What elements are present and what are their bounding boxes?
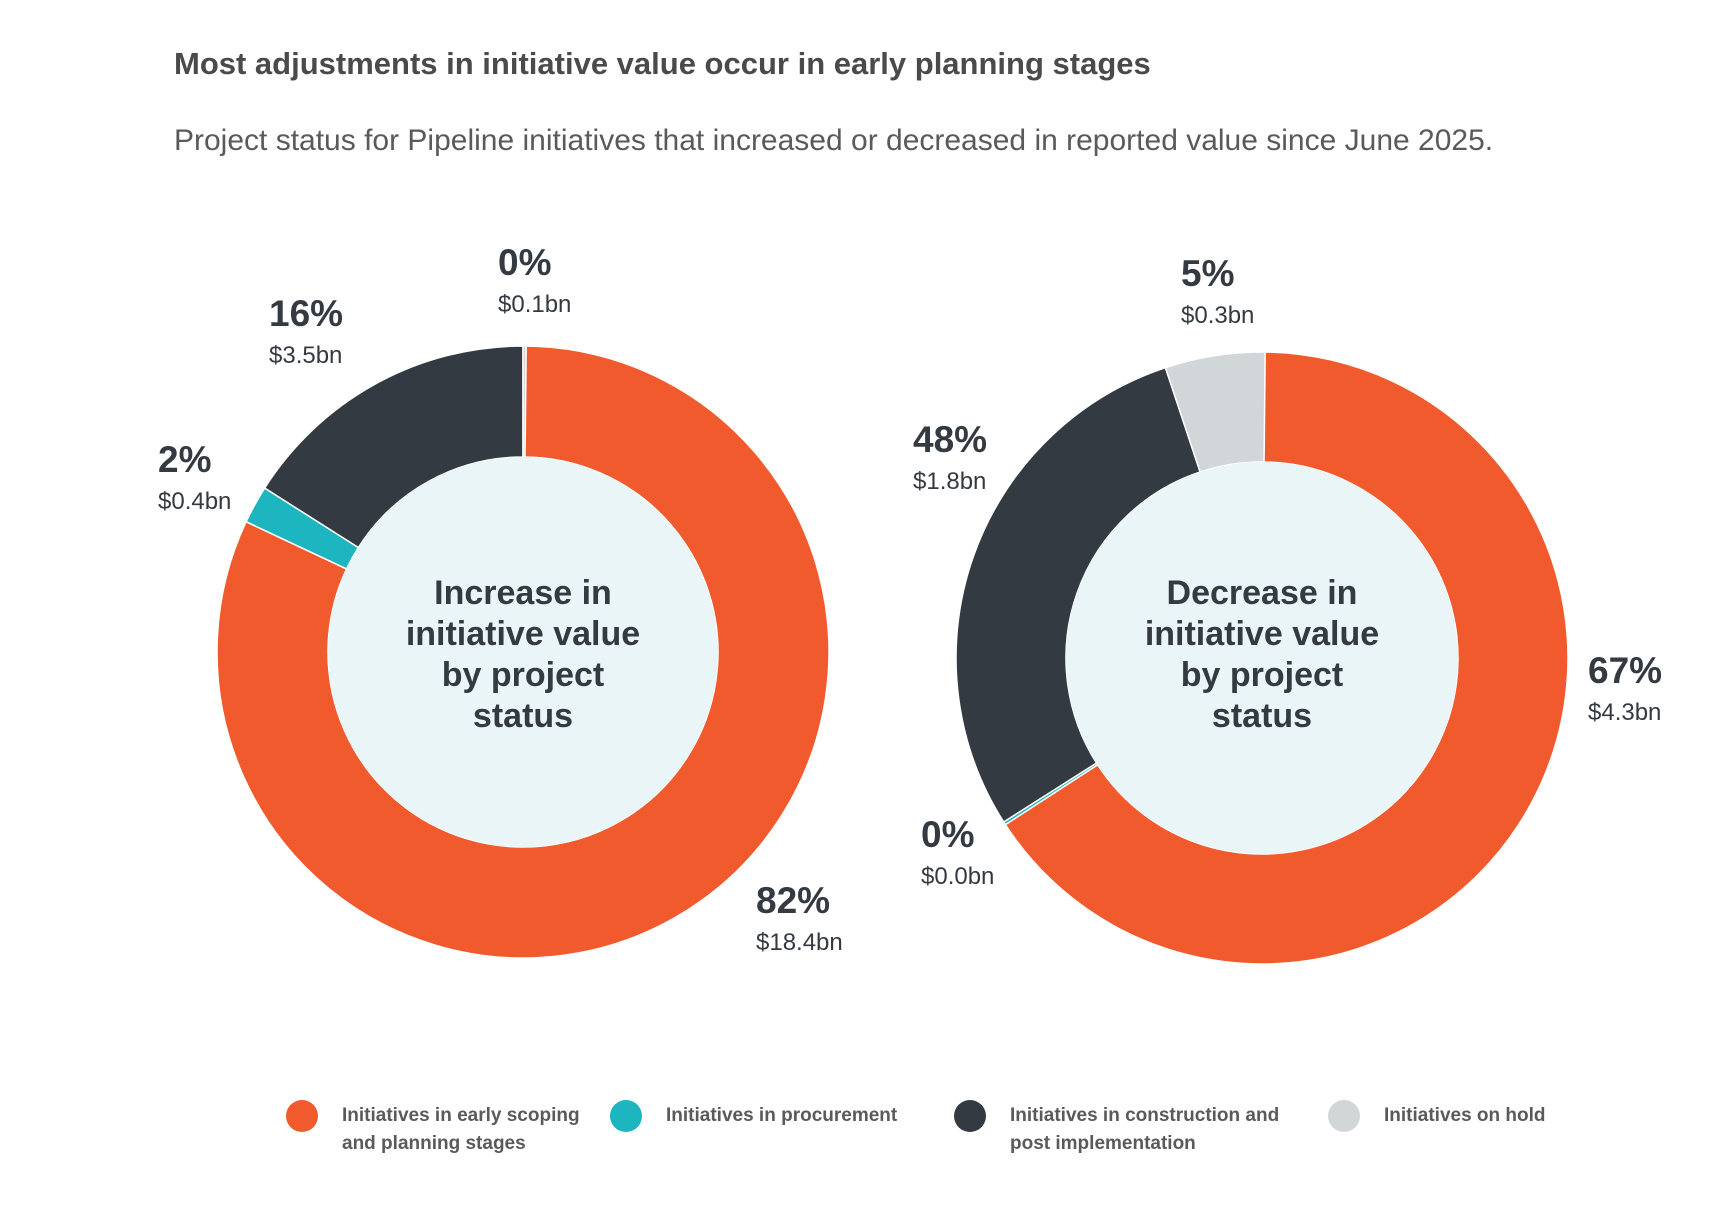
increase-center-circle	[328, 457, 718, 847]
decrease-center-label-line-1: Decrease in	[1167, 574, 1358, 612]
legend-item-on-hold: Initiatives on hold	[1328, 1100, 1584, 1132]
chart-title: Most adjustments in initiative value occ…	[174, 46, 1151, 81]
increase-value-label-early-scoping: $18.4bn	[756, 929, 843, 956]
decrease-value-label-construction: $1.8bn	[913, 468, 986, 495]
increase-percent-label-early-scoping: 82%	[756, 880, 830, 921]
legend-label-procurement: Initiatives in procurement	[666, 1105, 898, 1126]
increase-center-label-line-4: status	[473, 697, 573, 735]
decrease-percent-label-early-scoping: 67%	[1588, 650, 1662, 691]
legend-label-construction: Initiatives in construction and post imp…	[1010, 1105, 1280, 1154]
legend-label-early-scoping: Initiatives in early scoping and plannin…	[342, 1105, 580, 1154]
increase-slice-on-hold	[522, 345, 527, 458]
increase-center-label-line-1: Increase in	[434, 574, 612, 612]
decrease-value-label-early-scoping: $4.3bn	[1588, 699, 1661, 726]
increase-center-label-line-3: by project	[442, 656, 604, 694]
increase-percent-label-on-hold: 0%	[498, 242, 551, 283]
legend-label-on-hold: Initiatives on hold	[1384, 1105, 1546, 1126]
decrease-value-label-procurement: $0.0bn	[921, 863, 994, 890]
decrease-center-label-line-2: initiative value	[1145, 615, 1379, 653]
increase-percent-label-procurement: 2%	[158, 439, 211, 480]
chart-subtitle: Project status for Pipeline initiatives …	[174, 124, 1494, 157]
legend-item-construction: Initiatives in construction and post imp…	[954, 1100, 1300, 1158]
increase-donut-chart: 82% $18.4bn 2% $0.4bn 16% $3.5bn 0% $0.1bn Incre…	[158, 242, 843, 959]
legend-dot-procurement	[610, 1100, 642, 1132]
increase-center-label-line-2: initiative value	[406, 615, 640, 653]
legend-dot-construction	[954, 1100, 986, 1132]
decrease-value-label-on-hold: $0.3bn	[1181, 302, 1254, 329]
increase-percent-label-construction: 16%	[269, 293, 343, 334]
legend-dot-on-hold	[1328, 1100, 1360, 1132]
legend-item-early-scoping: Initiatives in early scoping and plannin…	[286, 1100, 582, 1158]
decrease-percent-label-procurement: 0%	[921, 814, 974, 855]
increase-value-label-construction: $3.5bn	[269, 342, 342, 369]
increase-value-label-on-hold: $0.1bn	[498, 291, 571, 318]
decrease-center-label-line-3: by project	[1181, 656, 1343, 694]
decrease-donut-chart: 67% $4.3bn 0% $0.0bn 48% $1.8bn 5% $0.3bn Decrea…	[913, 253, 1662, 965]
decrease-center-label-line-4: status	[1212, 697, 1312, 735]
decrease-percent-label-construction: 48%	[913, 419, 987, 460]
decrease-percent-label-on-hold: 5%	[1181, 253, 1234, 294]
legend: Initiatives in early scoping and plannin…	[286, 1100, 1612, 1158]
legend-item-procurement: Initiatives in procurement	[610, 1100, 926, 1132]
increase-value-label-procurement: $0.4bn	[158, 488, 231, 515]
decrease-center-circle	[1066, 462, 1458, 854]
legend-dot-early-scoping	[286, 1100, 318, 1132]
